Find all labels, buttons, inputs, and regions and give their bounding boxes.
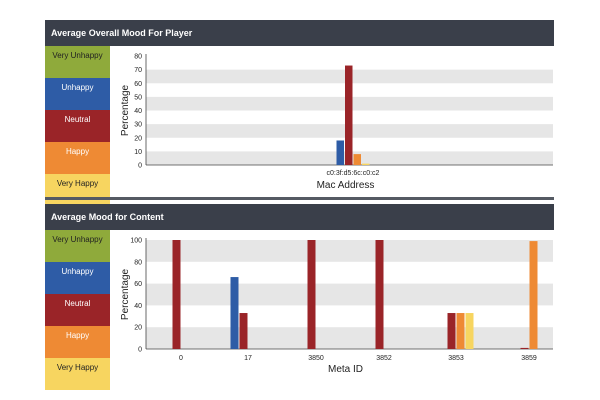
y-tick-label: 80	[134, 54, 142, 61]
panel-header-content: Average Mood for Content	[45, 204, 554, 230]
bar-neutral	[375, 240, 384, 349]
y-tick-label: 40	[134, 303, 142, 310]
legend-item-happy: Happy	[45, 142, 110, 174]
x-axis-title: Meta ID	[328, 364, 363, 375]
grid-band	[146, 327, 553, 349]
bar-unhappy	[230, 277, 239, 349]
bar-neutral	[345, 65, 353, 165]
panel-divider	[45, 197, 554, 200]
bar-happy	[529, 241, 538, 349]
y-tick-label: 20	[134, 325, 142, 332]
bar-neutral	[447, 313, 456, 349]
legend-item-very-unhappy: Very Unhappy	[45, 230, 110, 262]
legend-item-unhappy: Unhappy	[45, 78, 110, 110]
legend-item-neutral: Neutral	[45, 294, 110, 326]
bar-neutral	[520, 347, 529, 349]
bar-very-happy	[362, 163, 370, 165]
legend-item-very-unhappy: Very Unhappy	[45, 46, 110, 78]
x-tick-label: 3850	[308, 355, 324, 362]
panel-header-player: Average Overall Mood For Player	[45, 20, 554, 46]
y-tick-label: 40	[134, 108, 142, 115]
bar-happy	[353, 154, 361, 165]
legend-content: Very Unhappy Unhappy Neutral Happy Very Happ…	[45, 230, 110, 390]
y-tick-label: 20	[134, 135, 142, 142]
legend-item-very-happy: Very Happy	[45, 174, 110, 206]
y-tick-label: 0	[138, 163, 142, 170]
y-tick-label: 50	[134, 94, 142, 101]
y-tick-label: 60	[134, 81, 142, 88]
legend-item-happy: Happy	[45, 326, 110, 358]
x-tick-label: 0	[179, 355, 183, 362]
bar-neutral	[239, 313, 248, 349]
x-axis-title: Mac Address	[317, 180, 375, 191]
bar-very-happy	[465, 313, 474, 349]
y-tick-label: 30	[134, 122, 142, 129]
x-tick-label: 3859	[521, 355, 537, 362]
y-tick-label: 80	[134, 259, 142, 266]
legend-player: Very Unhappy Unhappy Neutral Happy Very Happ…	[45, 46, 110, 206]
bar-unhappy	[336, 140, 344, 165]
legend-item-unhappy: Unhappy	[45, 262, 110, 294]
x-tick-label: 3853	[448, 355, 464, 362]
y-tick-label: 10	[134, 149, 142, 156]
grid-band	[146, 283, 553, 306]
y-tick-label: 60	[134, 281, 142, 288]
bar-neutral	[172, 240, 181, 349]
legend-item-very-happy: Very Happy	[45, 358, 110, 390]
grid-band	[146, 240, 553, 262]
bar-happy	[456, 313, 465, 349]
y-axis-title: Percentage	[120, 84, 131, 136]
y-tick-label: 0	[138, 347, 142, 354]
x-tick-label: c0:3f:d5:6c:c0:c2	[327, 170, 380, 177]
y-tick-label: 100	[130, 238, 142, 245]
y-tick-label: 70	[134, 67, 142, 74]
x-tick-label: 3852	[376, 355, 392, 362]
y-axis-title: Percentage	[120, 268, 131, 320]
x-tick-label: 17	[244, 355, 252, 362]
bar-neutral	[307, 240, 316, 349]
legend-item-neutral: Neutral	[45, 110, 110, 142]
